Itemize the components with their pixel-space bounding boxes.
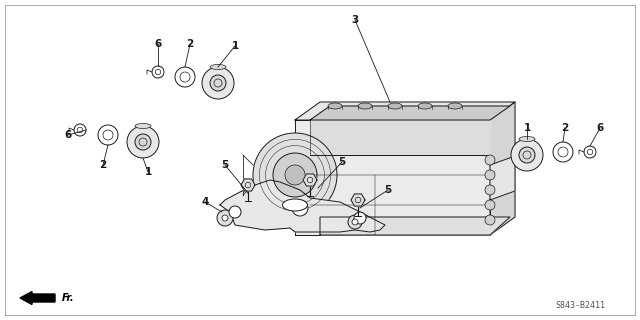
- Circle shape: [354, 212, 366, 224]
- Text: 4: 4: [202, 197, 209, 207]
- Circle shape: [519, 147, 535, 163]
- Ellipse shape: [519, 137, 535, 141]
- Circle shape: [485, 185, 495, 195]
- Circle shape: [202, 67, 234, 99]
- Text: 2: 2: [561, 123, 568, 133]
- Ellipse shape: [210, 65, 226, 69]
- Polygon shape: [490, 156, 515, 200]
- Circle shape: [511, 139, 543, 171]
- Text: 1: 1: [145, 167, 152, 177]
- Text: 6: 6: [65, 130, 72, 140]
- Circle shape: [127, 126, 159, 158]
- Ellipse shape: [388, 103, 402, 109]
- Text: 2: 2: [186, 39, 194, 49]
- Circle shape: [273, 153, 317, 197]
- Circle shape: [222, 215, 228, 221]
- Ellipse shape: [448, 103, 462, 109]
- Circle shape: [485, 170, 495, 180]
- Circle shape: [210, 75, 226, 91]
- Polygon shape: [220, 180, 385, 232]
- Circle shape: [253, 133, 337, 217]
- Polygon shape: [310, 120, 490, 155]
- Circle shape: [285, 165, 305, 185]
- FancyArrow shape: [20, 292, 55, 305]
- Circle shape: [485, 215, 495, 225]
- Circle shape: [485, 155, 495, 165]
- Text: 6: 6: [596, 123, 604, 133]
- Circle shape: [352, 219, 358, 225]
- Circle shape: [217, 210, 233, 226]
- Text: 2: 2: [99, 160, 107, 170]
- Polygon shape: [490, 102, 515, 235]
- Ellipse shape: [135, 124, 151, 129]
- Ellipse shape: [328, 103, 342, 109]
- Polygon shape: [295, 120, 490, 235]
- Circle shape: [292, 200, 308, 216]
- Text: Fr.: Fr.: [62, 293, 75, 303]
- Ellipse shape: [282, 199, 307, 211]
- Text: 1: 1: [524, 123, 531, 133]
- Circle shape: [135, 134, 151, 150]
- Polygon shape: [295, 102, 515, 120]
- Text: 5: 5: [221, 160, 228, 170]
- Polygon shape: [320, 217, 510, 235]
- Polygon shape: [310, 106, 510, 120]
- Polygon shape: [351, 194, 365, 206]
- Ellipse shape: [358, 103, 372, 109]
- Text: 6: 6: [154, 39, 162, 49]
- Text: 3: 3: [351, 15, 358, 25]
- Polygon shape: [241, 179, 255, 191]
- Text: 1: 1: [232, 41, 239, 51]
- Circle shape: [485, 200, 495, 210]
- Text: S843-B2411: S843-B2411: [555, 301, 605, 310]
- Text: 5: 5: [385, 185, 392, 195]
- Circle shape: [229, 206, 241, 218]
- Ellipse shape: [418, 103, 432, 109]
- Polygon shape: [303, 174, 317, 186]
- Circle shape: [348, 215, 362, 229]
- Text: 5: 5: [339, 157, 346, 167]
